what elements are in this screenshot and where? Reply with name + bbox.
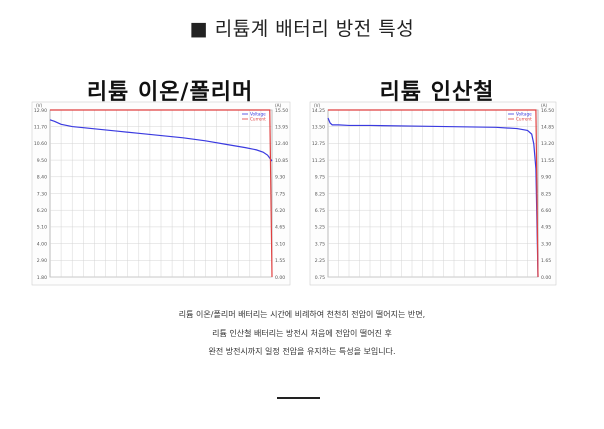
series-line-current [50, 109, 273, 278]
y-right-unit: (A) [541, 103, 547, 108]
y-left-tick-label: 9.50 [37, 158, 47, 164]
y-left-unit: (V) [314, 103, 320, 108]
legend-label: Voltage [250, 112, 266, 117]
y-right-tick-label: 13.95 [275, 125, 288, 131]
y-left-tick-label: 7.30 [37, 191, 47, 197]
y-left-tick-label: 9.75 [315, 175, 325, 181]
y-left-tick-label: 13.50 [312, 125, 325, 131]
y-left-tick-label: 0.75 [315, 275, 325, 281]
y-right-tick-label: 7.75 [275, 191, 285, 197]
y-left-tick-label: 8.25 [315, 191, 325, 197]
y-right-tick-label: 9.30 [275, 175, 285, 181]
y-right-tick-label: 1.65 [541, 258, 551, 264]
y-right-tick-label: 6.60 [541, 208, 551, 214]
y-left-tick-label: 12.75 [312, 141, 325, 147]
y-left-tick-label: 2.25 [315, 258, 325, 264]
series-line-voltage [49, 119, 273, 162]
legend-label: Current [250, 117, 266, 122]
y-right-tick-label: 9.90 [541, 175, 551, 181]
y-right-tick-label: 3.30 [541, 241, 551, 247]
y-left-tick-label: 1.80 [37, 275, 47, 281]
y-right-tick-label: 0.00 [541, 275, 551, 281]
y-left-tick-label: 5.25 [315, 225, 325, 231]
divider [277, 397, 320, 399]
y-right-tick-label: 3.10 [275, 241, 285, 247]
y-left-tick-label: 6.20 [37, 208, 47, 214]
y-left-tick-label: 8.40 [37, 175, 47, 181]
y-left-tick-label: 11.25 [312, 158, 325, 164]
y-left-tick-label: 6.75 [315, 208, 325, 214]
y-left-tick-label: 11.70 [34, 125, 47, 131]
y-right-tick-label: 1.55 [275, 258, 285, 264]
y-right-tick-label: 11.55 [541, 158, 554, 164]
y-right-tick-label: 6.20 [275, 208, 285, 214]
y-left-tick-label: 3.75 [315, 241, 325, 247]
y-left-tick-label: 5.10 [37, 225, 47, 231]
legend-label: Voltage [516, 112, 532, 117]
y-right-tick-label: 14.85 [541, 125, 554, 131]
y-right-tick-label: 4.95 [541, 225, 551, 231]
legend-label: Current [516, 117, 532, 122]
li-ion-discharge-chart: 12.90 15.50 11.70 13.95 10.60 12.40 9.50 10.85 8… [31, 101, 291, 286]
y-right-tick-label: 16.50 [541, 108, 554, 114]
y-right-tick-label: 10.85 [275, 158, 288, 164]
y-right-tick-label: 0.00 [275, 275, 285, 281]
description-line-2: 리튬 인산철 배터리는 방전시 처음에 전압이 떨어진 후 [212, 329, 392, 338]
y-right-tick-label: 8.25 [541, 191, 551, 197]
description-line-3: 완전 방전시까지 일정 전압을 유지하는 특성을 보입니다. [208, 347, 396, 356]
y-left-tick-label: 10.60 [34, 141, 47, 147]
chart-title-li-ion: 리튬 이온/폴리머 [86, 80, 254, 105]
series-line-voltage [327, 117, 539, 278]
y-right-tick-label: 4.65 [275, 225, 285, 231]
y-right-tick-label: 13.20 [541, 141, 554, 147]
chart-title-lifepo4: 리튬 인산철 [379, 80, 495, 105]
y-right-unit: (A) [275, 103, 281, 108]
y-left-tick-label: 2.90 [37, 258, 47, 264]
y-left-unit: (V) [36, 103, 42, 108]
y-left-tick-label: 12.90 [34, 108, 47, 114]
page-title: ■ 리튬계 배터리 방전 특성 [189, 18, 415, 40]
y-right-tick-label: 15.50 [275, 108, 288, 114]
y-right-tick-label: 12.40 [275, 141, 288, 147]
y-left-tick-label: 14.25 [312, 108, 325, 114]
lifepo4-discharge-chart: 14.25 16.50 13.50 14.85 12.75 13.20 11.25 11.55… [309, 101, 557, 286]
description-line-1: 리튬 이온/폴리머 배터리는 시간에 비례하여 천천히 전압이 떨어지는 반면, [178, 310, 426, 319]
y-left-tick-label: 4.00 [37, 241, 47, 247]
series-line-current [328, 109, 539, 278]
